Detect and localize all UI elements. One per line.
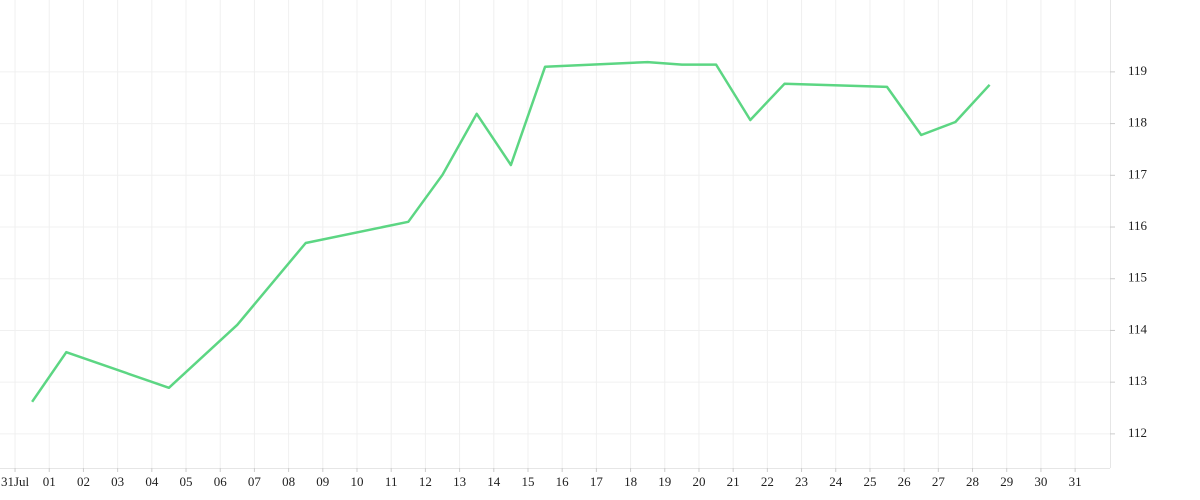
x-tick-label: 21 [727,474,740,489]
x-tick-label: 16 [556,474,570,489]
x-tick-label: 10 [351,474,364,489]
x-tick-label: 04 [145,474,159,489]
x-tick-label: 06 [214,474,228,489]
x-tick-label: 31 [1069,474,1082,489]
x-tick-label: 11 [385,474,398,489]
x-tick-label: 28 [966,474,979,489]
x-tick-label: 01 [43,474,56,489]
y-tick-label: 115 [1128,270,1147,285]
x-tick-label: 09 [316,474,329,489]
y-tick-label: 117 [1128,166,1148,181]
line [31,60,991,403]
x-tick-label: 26 [898,474,912,489]
y-tick-label: 116 [1128,218,1148,233]
y-tick-label: 114 [1128,321,1148,336]
y-tick-label: 112 [1128,425,1147,440]
x-tick-label: 24 [829,474,843,489]
x-tick-label: 20 [692,474,705,489]
x-tick-label: 13 [453,474,466,489]
y-tick-label: 113 [1128,373,1147,388]
y-tick-label: 119 [1128,63,1147,78]
x-tick-label: 23 [795,474,808,489]
x-tick-label: 08 [282,474,295,489]
x-tick-label: 03 [111,474,124,489]
x-tick-label: 25 [863,474,876,489]
x-tick-label: 05 [180,474,193,489]
x-tick-label: 18 [624,474,637,489]
x-tick-label: 17 [590,474,604,489]
x-tick-label: 12 [419,474,432,489]
x-tick-label: 30 [1034,474,1047,489]
x-tick-label: 02 [77,474,90,489]
y-tick-label: 118 [1128,115,1147,130]
x-tick-label: 07 [248,474,262,489]
x-tick-label: 15 [521,474,534,489]
x-tick-label: 14 [487,474,501,489]
x-tick-label: 22 [761,474,774,489]
x-tick-label: 31Jul [1,474,30,489]
x-tick-label: 27 [932,474,946,489]
x-tick-label: 19 [658,474,671,489]
x-tick-label: 29 [1000,474,1013,489]
